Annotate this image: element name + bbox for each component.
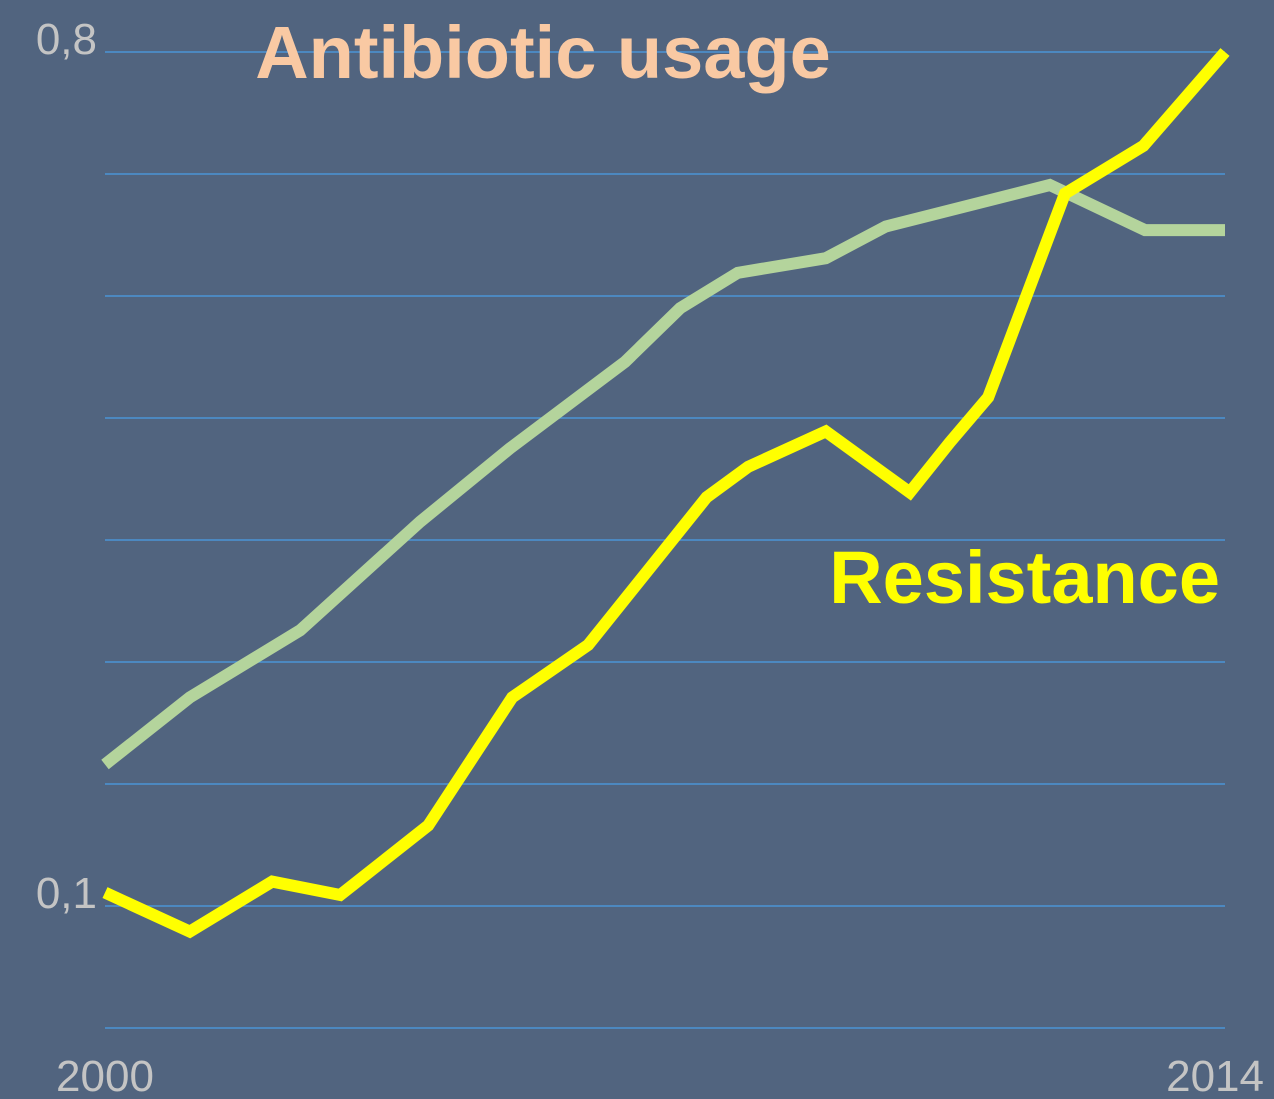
series-line	[101, 178, 1225, 770]
series-label: Antibiotic usage	[255, 11, 831, 94]
series-line	[102, 48, 1230, 939]
x-tick-label: 2000	[56, 1052, 154, 1099]
x-tick-label: 2014	[1166, 1052, 1264, 1099]
y-tick-label: 0,1	[36, 869, 97, 918]
series-label: Resistance	[829, 536, 1220, 619]
y-tick-label: 0,8	[36, 15, 97, 64]
